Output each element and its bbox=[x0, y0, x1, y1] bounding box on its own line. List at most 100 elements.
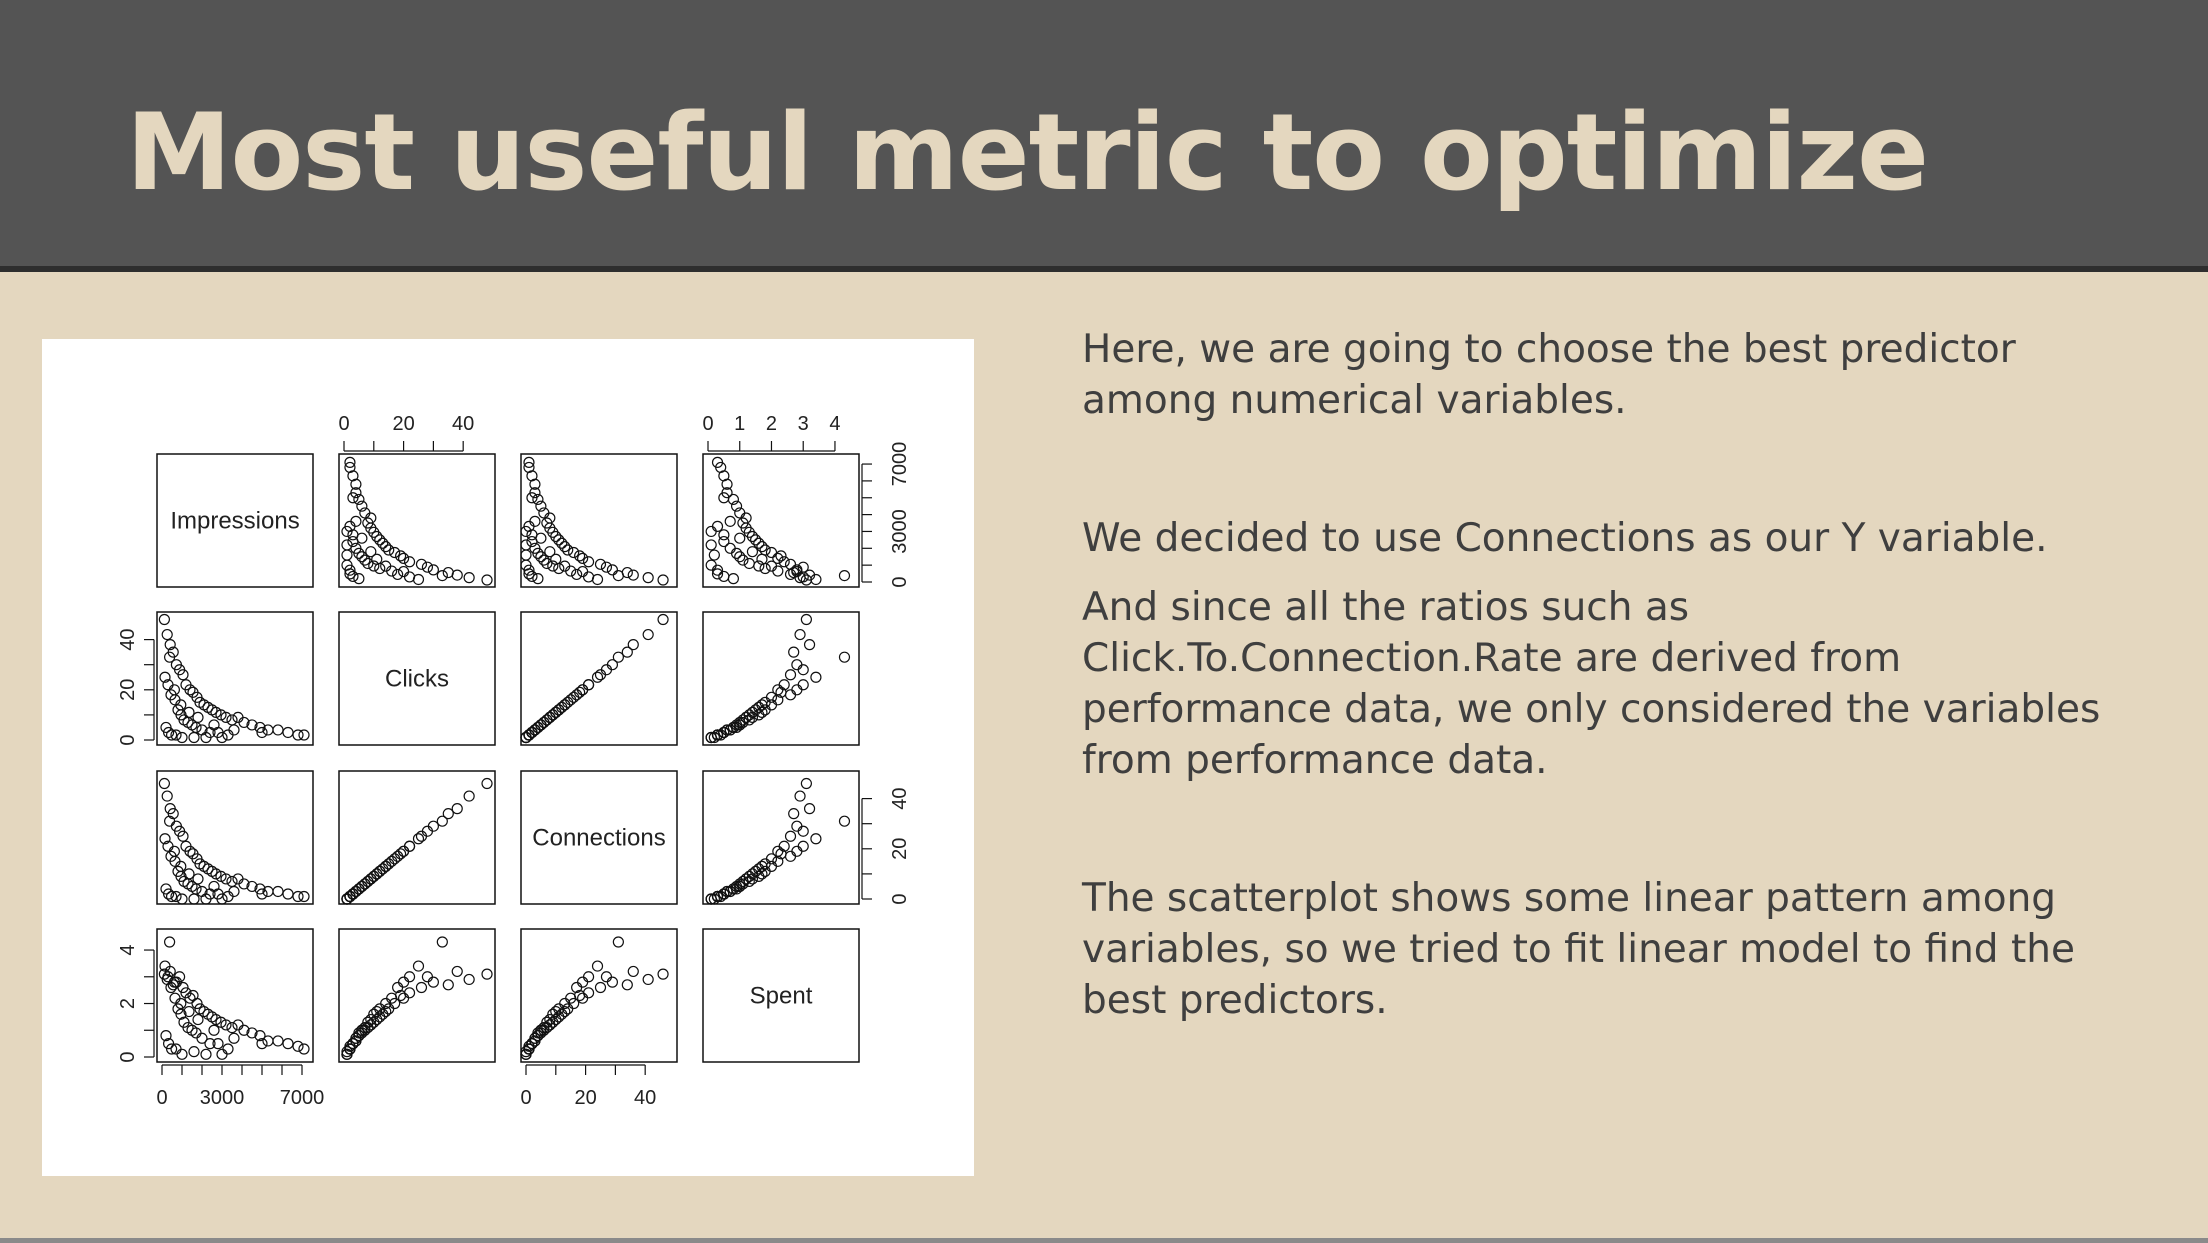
point-connections-vs-clicks-43 bbox=[397, 845, 410, 857]
point-spent-vs-connections-46 bbox=[544, 1013, 556, 1026]
tick-label-right-impressions-0: 0 bbox=[889, 576, 911, 587]
tick-label-right-impressions-2: 7000 bbox=[889, 442, 911, 487]
point-impressions-vs-clicks-51 bbox=[347, 570, 359, 583]
tick-label-right-impressions-1: 3000 bbox=[889, 509, 911, 553]
point-clicks-vs-connections-46 bbox=[544, 711, 556, 724]
point-impressions-vs-connections-4 bbox=[606, 564, 619, 576]
point-impressions-vs-connections-35 bbox=[538, 554, 550, 566]
point-clicks-vs-spent-48 bbox=[724, 724, 736, 736]
tick-label-right-connections-0: 0 bbox=[889, 893, 911, 904]
variable-label-spent: Spent bbox=[750, 983, 813, 1010]
point-clicks-vs-connections-2 bbox=[627, 639, 639, 651]
tick-label-top-spent-0: 0 bbox=[702, 413, 713, 435]
point-impressions-vs-clicks-12 bbox=[380, 541, 392, 553]
point-impressions-vs-clicks-30 bbox=[392, 568, 404, 581]
point-impressions-vs-clicks-56 bbox=[341, 539, 353, 551]
point-impressions-vs-connections-7 bbox=[582, 556, 595, 568]
point-spent-vs-clicks-26 bbox=[344, 1040, 356, 1052]
point-clicks-vs-impressions-24 bbox=[272, 724, 284, 736]
point-impressions-vs-connections-48 bbox=[529, 515, 541, 527]
point-clicks-vs-connections-43 bbox=[577, 684, 589, 696]
point-spent-vs-clicks-1 bbox=[463, 973, 475, 986]
point-connections-vs-clicks-3 bbox=[442, 808, 454, 820]
point-connections-vs-clicks-0 bbox=[481, 777, 493, 790]
point-impressions-vs-connections-32 bbox=[553, 562, 565, 575]
point-spent-vs-connections-55 bbox=[520, 1046, 532, 1058]
point-spent-vs-clicks-55 bbox=[341, 1046, 353, 1058]
point-impressions-vs-clicks-42 bbox=[436, 569, 448, 582]
point-impressions-vs-spent-32 bbox=[759, 562, 771, 575]
point-clicks-vs-connections-53 bbox=[523, 729, 535, 741]
panel-connections-vs-impressions bbox=[156, 770, 314, 905]
point-spent-vs-connections-48 bbox=[529, 1032, 541, 1044]
point-spent-vs-impressions-22 bbox=[254, 1030, 266, 1042]
point-impressions-vs-clicks-57 bbox=[341, 525, 353, 538]
scatterplot-matrix-figure: Impressions Clicks Connections Spent 0 20 40 0 1… bbox=[42, 339, 974, 1176]
point-impressions-vs-clicks-32 bbox=[374, 562, 386, 575]
point-spent-vs-connections-8 bbox=[577, 992, 589, 1004]
panel-spent-vs-spent bbox=[702, 928, 860, 1063]
point-spent-vs-clicks-34 bbox=[362, 1016, 374, 1028]
point-connections-vs-spent-33 bbox=[753, 870, 765, 883]
point-connections-vs-impressions-0 bbox=[158, 777, 171, 790]
point-spent-vs-impressions-25 bbox=[282, 1038, 294, 1050]
point-spent-vs-impressions-20 bbox=[238, 1024, 250, 1036]
point-connections-vs-clicks-28 bbox=[412, 833, 425, 845]
point-connections-vs-clicks-46 bbox=[365, 873, 377, 885]
point-connections-vs-spent-51 bbox=[718, 888, 730, 900]
point-impressions-vs-spent-38 bbox=[724, 542, 736, 554]
panel-impressions-vs-connections bbox=[520, 453, 678, 588]
point-spent-vs-impressions-49 bbox=[256, 1038, 268, 1050]
point-connections-vs-impressions-17 bbox=[220, 873, 232, 885]
point-impressions-vs-spent-28 bbox=[810, 573, 822, 586]
point-clicks-vs-impressions-8 bbox=[184, 684, 196, 696]
point-connections-vs-spent-44 bbox=[765, 860, 778, 872]
point-connections-vs-impressions-3 bbox=[167, 808, 179, 820]
point-clicks-vs-impressions-1 bbox=[161, 628, 173, 641]
point-spent-vs-connections-43 bbox=[577, 976, 589, 988]
point-clicks-vs-impressions-44 bbox=[175, 699, 187, 711]
tick-label-left-clicks-1: 20 bbox=[117, 679, 139, 701]
point-connections-vs-clicks-6 bbox=[415, 830, 428, 842]
point-impressions-vs-connections-0 bbox=[657, 574, 669, 586]
point-impressions-vs-spent-31 bbox=[772, 565, 784, 577]
point-spent-vs-clicks-5 bbox=[421, 971, 434, 983]
point-impressions-vs-connections-1 bbox=[642, 572, 654, 584]
point-spent-vs-clicks-4 bbox=[427, 976, 439, 988]
point-connections-vs-spent-6 bbox=[784, 830, 797, 842]
point-clicks-vs-spent-47 bbox=[734, 719, 746, 731]
point-impressions-vs-clicks-11 bbox=[383, 544, 395, 556]
point-impressions-vs-clicks-4 bbox=[427, 564, 439, 576]
point-spent-vs-impressions-32 bbox=[172, 1003, 184, 1015]
point-clicks-vs-impressions-28 bbox=[159, 671, 171, 683]
point-spent-vs-connections-6 bbox=[594, 981, 607, 994]
point-connections-vs-impressions-22 bbox=[254, 883, 266, 895]
point-spent-vs-impressions-8 bbox=[184, 992, 196, 1004]
point-impressions-vs-connections-21 bbox=[535, 500, 547, 512]
point-clicks-vs-spent-0 bbox=[800, 613, 812, 626]
point-spent-vs-clicks-42 bbox=[436, 936, 448, 948]
point-impressions-vs-spent-10 bbox=[765, 546, 778, 559]
point-impressions-vs-spent-13 bbox=[753, 537, 765, 549]
point-impressions-vs-spent-35 bbox=[737, 554, 749, 566]
point-clicks-vs-impressions-6 bbox=[177, 669, 189, 681]
point-spent-vs-impressions-17 bbox=[220, 1019, 232, 1031]
point-spent-vs-impressions-57 bbox=[216, 1048, 228, 1060]
tick-label-right-connections-2: 40 bbox=[889, 787, 911, 809]
slide-title: Most useful metric to optimize bbox=[126, 91, 1929, 214]
point-clicks-vs-spent-43 bbox=[791, 684, 803, 696]
point-impressions-vs-connections-50 bbox=[532, 573, 544, 585]
point-connections-vs-impressions-25 bbox=[282, 888, 294, 900]
point-connections-vs-impressions-21 bbox=[246, 880, 258, 893]
point-impressions-vs-connections-6 bbox=[594, 558, 607, 570]
point-spent-vs-impressions-26 bbox=[292, 1040, 304, 1052]
panel-clicks-vs-impressions bbox=[156, 611, 314, 746]
point-impressions-vs-spent-34 bbox=[743, 557, 755, 570]
point-spent-vs-connections-0 bbox=[657, 968, 669, 980]
point-clicks-vs-connections-57 bbox=[520, 731, 532, 744]
panel-impressions-vs-impressions bbox=[156, 453, 314, 588]
point-clicks-vs-impressions-47 bbox=[208, 719, 220, 731]
point-impressions-vs-connections-46 bbox=[544, 546, 556, 558]
point-connections-vs-impressions-28 bbox=[159, 833, 171, 845]
point-spent-vs-clicks-28 bbox=[412, 960, 425, 972]
